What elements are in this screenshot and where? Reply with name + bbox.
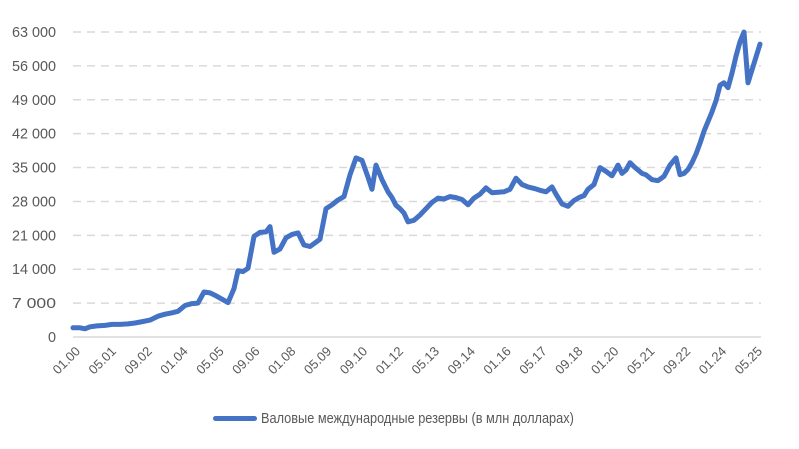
x-tick-label: 09.22 bbox=[660, 344, 694, 378]
x-tick-label: 01.20 bbox=[588, 344, 622, 378]
gridlines bbox=[73, 31, 761, 304]
x-tick-label: 05.09 bbox=[301, 344, 335, 378]
y-tick-label: 14 000 bbox=[12, 261, 56, 278]
legend-label: Валовые международные резервы (в млн дол… bbox=[261, 410, 574, 427]
y-tick-label: 56 000 bbox=[12, 58, 56, 75]
x-tick-label: 01.00 bbox=[50, 344, 84, 378]
x-tick-label: 01.08 bbox=[265, 344, 299, 378]
y-axis-ticks: 0 7 000 14 000 21 000 28 000 35 000 42 000 49 0… bbox=[12, 24, 56, 346]
x-tick-label: 05.17 bbox=[516, 344, 550, 378]
y-tick-label: 49 000 bbox=[12, 92, 56, 109]
x-tick-label: 09.02 bbox=[121, 344, 155, 378]
x-tick-label: 01.24 bbox=[696, 344, 730, 378]
x-tick-label: 09.14 bbox=[444, 344, 478, 378]
y-tick-label: 21 000 bbox=[12, 227, 56, 244]
x-tick-label: 05.25 bbox=[732, 344, 766, 378]
legend: Валовые международные резервы (в млн дол… bbox=[213, 410, 629, 427]
x-tick-label: 09.06 bbox=[229, 344, 263, 378]
x-tick-label: 05.13 bbox=[408, 344, 442, 378]
x-tick-label: 01.04 bbox=[157, 344, 191, 378]
x-tick-label: 01.12 bbox=[373, 344, 407, 378]
x-tick-label: 05.21 bbox=[624, 344, 658, 378]
x-tick-label: 09.18 bbox=[552, 344, 586, 378]
x-tick-label: 05.01 bbox=[85, 344, 119, 378]
y-tick-label: 0 bbox=[48, 329, 56, 346]
y-tick-label: 42 000 bbox=[12, 126, 56, 143]
y-tick-label: 28 000 bbox=[12, 193, 56, 210]
x-tick-label: 05.05 bbox=[193, 344, 227, 378]
x-tick-label: 01.16 bbox=[480, 344, 514, 378]
y-tick-label: 7 000 bbox=[12, 295, 56, 312]
x-axis-ticks: 01.00 05.01 09.02 01.04 05.05 09.06 01.08 05.09… bbox=[50, 344, 766, 378]
y-tick-label: 63 000 bbox=[12, 24, 56, 41]
reserves-series-line bbox=[70, 29, 763, 332]
x-tick-label: 09.10 bbox=[337, 344, 371, 378]
legend-line-icon bbox=[213, 416, 257, 421]
y-tick-label: 35 000 bbox=[12, 160, 56, 177]
